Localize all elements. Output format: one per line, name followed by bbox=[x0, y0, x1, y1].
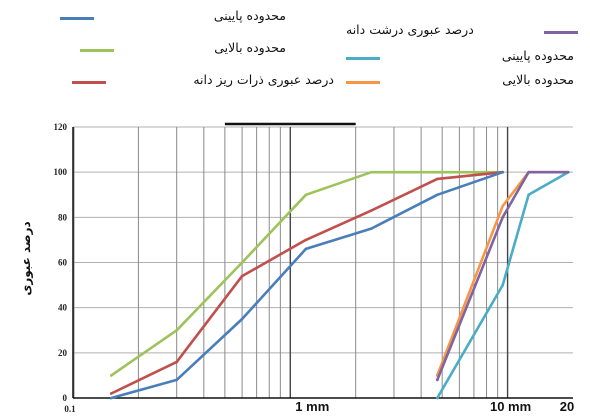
legend-swatch-coarse-lower bbox=[346, 57, 380, 60]
data-point-fine_upper bbox=[370, 170, 373, 174]
legend-item-coarse-lower: محدوده پایینی bbox=[346, 48, 578, 70]
y-tick-label: 0 bbox=[63, 393, 68, 403]
data-point-coarse_lower bbox=[501, 283, 505, 287]
data-point-fine_lower bbox=[240, 317, 244, 321]
legend-item-coarse-pass: درصد عبوری درشت دانه bbox=[346, 22, 578, 44]
data-point-coarse_pass bbox=[501, 216, 505, 219]
data-point-fine_pass bbox=[436, 177, 439, 181]
legend-label-coarse-upper: محدوده بالایی bbox=[502, 72, 574, 87]
y-tick-label: 60 bbox=[58, 258, 68, 268]
y-tick-label: 100 bbox=[54, 167, 68, 177]
data-point-fine_upper bbox=[109, 374, 113, 377]
y-axis-label: درصد عبوری bbox=[19, 221, 34, 295]
series-fine_pass bbox=[109, 170, 505, 395]
legend-swatch-coarse-upper bbox=[346, 81, 380, 84]
x-tick-label: 0.1 bbox=[64, 404, 76, 414]
data-point-fine_upper bbox=[436, 170, 439, 174]
legend-label-fine-lower: محدوده پایینی bbox=[213, 8, 286, 23]
legend-swatch-coarse-pass bbox=[544, 31, 578, 34]
legend-swatch-fine-lower bbox=[60, 17, 94, 20]
data-point-fine_pass bbox=[370, 209, 373, 212]
legend-swatch-fine-upper bbox=[80, 49, 114, 52]
data-point-fine_pass bbox=[304, 238, 308, 242]
series-line-coarse_pass bbox=[435, 170, 570, 382]
legend-label-fine-upper: محدوده بالایی bbox=[214, 40, 286, 55]
data-point-fine_pass bbox=[109, 392, 113, 395]
data-point-fine_upper bbox=[240, 261, 244, 264]
series-line-coarse_upper bbox=[435, 170, 570, 377]
data-point-fine_lower bbox=[175, 378, 178, 382]
y-tick-label: 40 bbox=[58, 303, 68, 313]
data-point-fine_lower bbox=[109, 396, 113, 400]
data-point-coarse_pass bbox=[527, 170, 530, 174]
data-point-fine_lower bbox=[501, 170, 505, 174]
data-point-coarse_upper bbox=[501, 204, 505, 208]
x-tick-label: 1 mm bbox=[295, 399, 329, 414]
series-coarse_upper bbox=[435, 170, 570, 377]
data-point-coarse_pass bbox=[436, 378, 439, 382]
data-point-fine_upper bbox=[175, 328, 178, 332]
grid-lines bbox=[73, 122, 573, 399]
data-point-fine_lower bbox=[436, 193, 439, 197]
data-point-fine_pass bbox=[240, 274, 244, 278]
y-tick-label: 20 bbox=[58, 348, 68, 358]
legend-item-fine-pass: درصد عبوری ذرات ریز دانه bbox=[72, 72, 338, 94]
legend-item-fine-lower: محدوده پایینی bbox=[60, 8, 290, 30]
data-point-fine_lower bbox=[370, 227, 373, 230]
y-tick-label: 80 bbox=[58, 212, 68, 222]
series-line-fine_upper bbox=[110, 170, 505, 377]
data-point-coarse_lower bbox=[436, 396, 439, 400]
series-line-coarse_lower bbox=[435, 170, 570, 400]
legend-label-coarse-pass: درصد عبوری درشت دانه bbox=[346, 22, 474, 37]
series-coarse_pass bbox=[435, 170, 570, 382]
data-point-fine_lower bbox=[304, 247, 308, 251]
legend-swatch-fine-pass bbox=[72, 81, 106, 84]
data-point-fine_upper bbox=[304, 193, 308, 197]
x-tick-label: 10 mm bbox=[490, 399, 531, 414]
legend-item-fine-upper: محدوده بالایی bbox=[80, 40, 290, 62]
legend-label-coarse-lower: محدوده پایینی bbox=[501, 48, 574, 63]
series-fine_lower bbox=[109, 170, 505, 400]
legend-item-coarse-upper: محدوده بالایی bbox=[346, 72, 578, 94]
x-tick-label: 20 bbox=[560, 399, 574, 414]
series-fine_upper bbox=[109, 170, 505, 377]
data-point-fine_pass bbox=[175, 360, 178, 364]
legend-label-fine-pass: درصد عبوری ذرات ریز دانه bbox=[193, 72, 334, 87]
y-tick-label: 120 bbox=[54, 122, 68, 132]
data-point-coarse_pass bbox=[566, 170, 570, 174]
data-point-coarse_lower bbox=[527, 193, 530, 197]
